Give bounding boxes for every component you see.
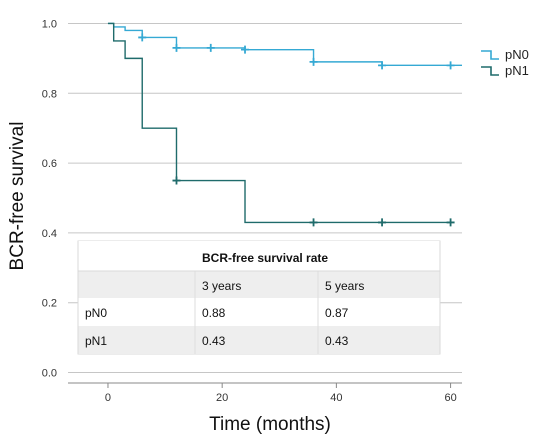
survival-table: BCR-free survival rate 3 years 5 years pN0 0… bbox=[77, 240, 441, 355]
censor-mark-pn0 bbox=[309, 57, 318, 66]
censor-mark-pn0 bbox=[172, 43, 181, 52]
table-column-header: 3 years bbox=[202, 279, 241, 293]
table-cell-value: 0.43 bbox=[202, 334, 226, 348]
y-tick-label: 1.0 bbox=[42, 18, 57, 30]
censor-mark-pn1 bbox=[172, 176, 181, 185]
series-layer bbox=[107, 22, 462, 227]
table-column-header: 5 years bbox=[325, 279, 364, 293]
x-tick-label: 40 bbox=[330, 392, 342, 404]
censor-mark-pn0 bbox=[241, 45, 250, 54]
censor-mark-pn0 bbox=[138, 33, 147, 42]
y-tick-label: 0.2 bbox=[42, 298, 57, 310]
table-cell-value: 0.87 bbox=[325, 306, 349, 320]
x-tick-label: 60 bbox=[444, 392, 456, 404]
series-line-pn0 bbox=[107, 22, 462, 67]
y-tick-label: 0.4 bbox=[42, 228, 57, 240]
table-row-label: pN1 bbox=[85, 334, 107, 348]
y-tick-label: 0.6 bbox=[42, 158, 57, 170]
censor-mark-pn1 bbox=[446, 218, 455, 227]
x-tick-label: 0 bbox=[105, 392, 111, 404]
series-line-pn1 bbox=[107, 22, 451, 224]
table-cell-value: 0.88 bbox=[202, 306, 226, 320]
legend-label-pn0: pN0 bbox=[505, 47, 529, 62]
x-tick-label: 20 bbox=[216, 392, 228, 404]
table-row-band bbox=[78, 326, 440, 354]
legend-swatch-pn0 bbox=[481, 50, 499, 60]
table-row-band bbox=[78, 241, 440, 271]
censor-mark-pn0 bbox=[206, 43, 215, 52]
x-axis-title: Time (months) bbox=[209, 414, 331, 435]
table-title: BCR-free survival rate bbox=[202, 251, 328, 265]
legend-label-pn1: pN1 bbox=[505, 63, 529, 78]
table-row-label: pN0 bbox=[85, 306, 107, 320]
table-row-band bbox=[78, 271, 440, 298]
axis-layer: 0.0 0.2 0.4 0.6 0.8 1.0 0 20 40 60 bbox=[42, 18, 462, 404]
y-tick-label: 0.0 bbox=[42, 368, 57, 380]
censor-mark-pn0 bbox=[378, 61, 387, 70]
censor-mark-pn0 bbox=[446, 61, 455, 70]
table-cell-value: 0.43 bbox=[325, 334, 349, 348]
table-row-band bbox=[78, 298, 440, 326]
y-axis-title: BCR-free survival bbox=[7, 122, 28, 271]
y-tick-label: 0.8 bbox=[42, 88, 57, 100]
censor-mark-pn1 bbox=[309, 218, 318, 227]
legend-swatch-pn1 bbox=[481, 66, 499, 76]
censor-mark-pn1 bbox=[378, 218, 387, 227]
